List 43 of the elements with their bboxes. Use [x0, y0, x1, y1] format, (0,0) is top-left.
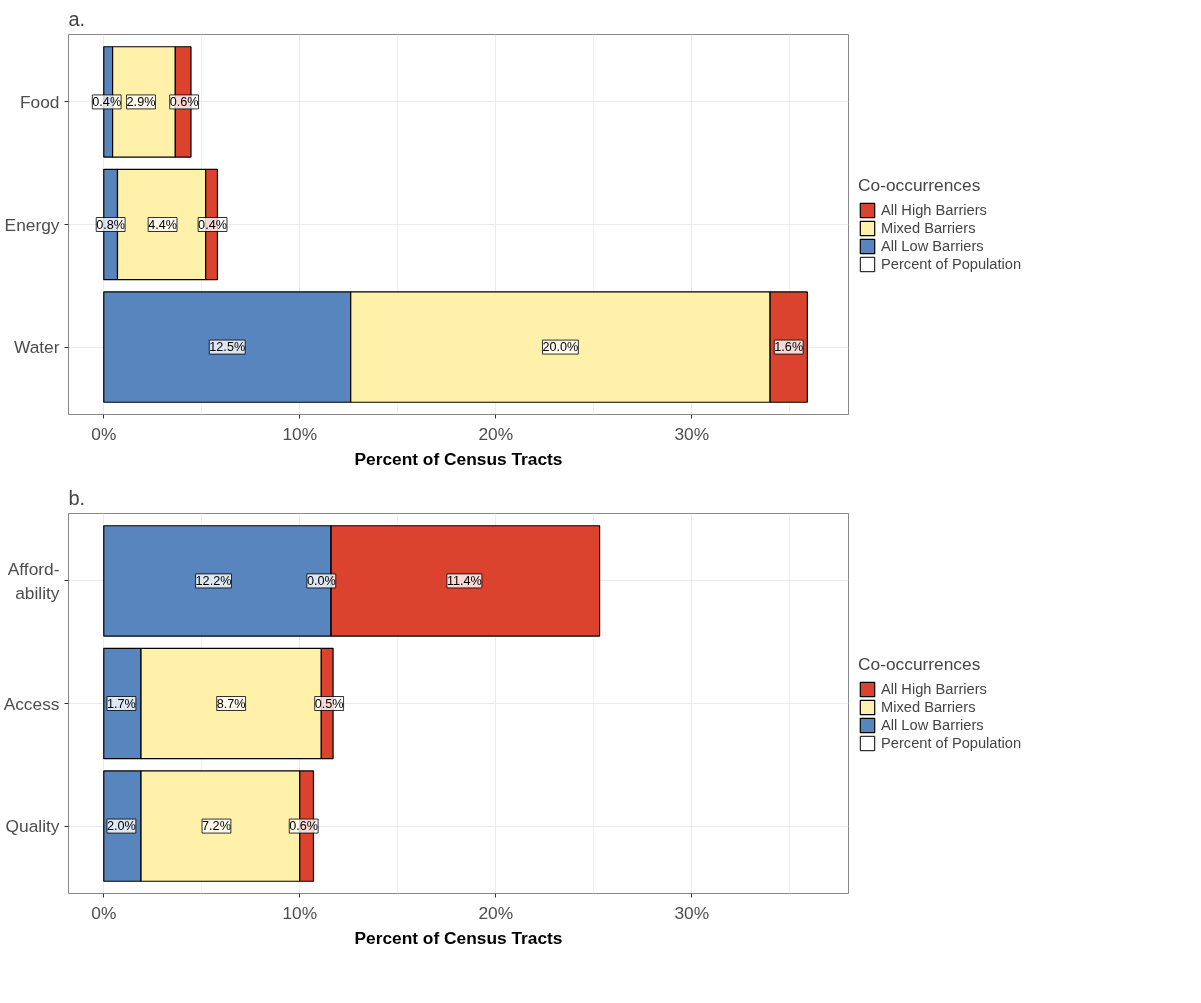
chart-title: b. — [68, 486, 86, 509]
y-tick-label: Afford- ability — [7, 558, 60, 603]
annotation: 1.7% — [106, 696, 136, 711]
annotation: 7.2% — [202, 819, 231, 834]
annotation: 12.2% — [195, 573, 232, 588]
legend-label: All High Barriers — [881, 201, 987, 219]
annotation: 8.7% — [216, 696, 246, 711]
annotation: 12.5% — [209, 340, 246, 355]
x-tick-label: 0% — [91, 902, 117, 923]
x-axis-title: Percent of Census Tracts — [354, 448, 563, 469]
x-tick-label: 20% — [478, 902, 514, 923]
annotation: 1.6% — [774, 340, 804, 355]
annotation: 2.9% — [126, 94, 156, 109]
annotation: 0.5% — [314, 696, 344, 711]
x-axis-title: Percent of Census Tracts — [354, 927, 563, 948]
text: Percent of Population — [881, 255, 1022, 273]
text: Percent of Population — [881, 734, 1022, 752]
y-tick-label: Energy — [4, 214, 60, 235]
chart-title: a. — [68, 7, 86, 30]
legend-label: All High Barriers — [881, 680, 987, 698]
annotation: 20.0% — [542, 340, 579, 355]
x-tick-label: 30% — [674, 423, 710, 444]
y-tick-label: Water — [13, 337, 60, 358]
y-tick-label: Food — [20, 91, 60, 112]
legend-label: Mixed Barriers — [881, 698, 976, 716]
legend-title: Co-occurrences — [858, 175, 982, 196]
annotation: 4.4% — [148, 217, 178, 232]
y-tick-label: Access — [3, 693, 60, 714]
annotation: 0.8% — [96, 217, 126, 232]
legend-label: All Low Barriers — [881, 716, 984, 734]
legend-label: All Low Barriers — [881, 237, 984, 255]
annotation: 11.4% — [446, 573, 482, 588]
x-tick-label: 0% — [91, 423, 117, 444]
annotation: 0.4% — [198, 217, 227, 232]
x-tick-label: 20% — [478, 423, 514, 444]
legend-title: Co-occurrences — [858, 654, 982, 675]
legend-label: Mixed Barriers — [881, 219, 976, 237]
x-tick-label: 10% — [282, 902, 318, 923]
annotation: 0.6% — [169, 94, 199, 109]
x-tick-label: 30% — [674, 902, 710, 923]
annotation: 2.0% — [106, 819, 136, 834]
y-tick-label: Quality — [5, 816, 60, 837]
x-tick-label: 10% — [282, 423, 318, 444]
